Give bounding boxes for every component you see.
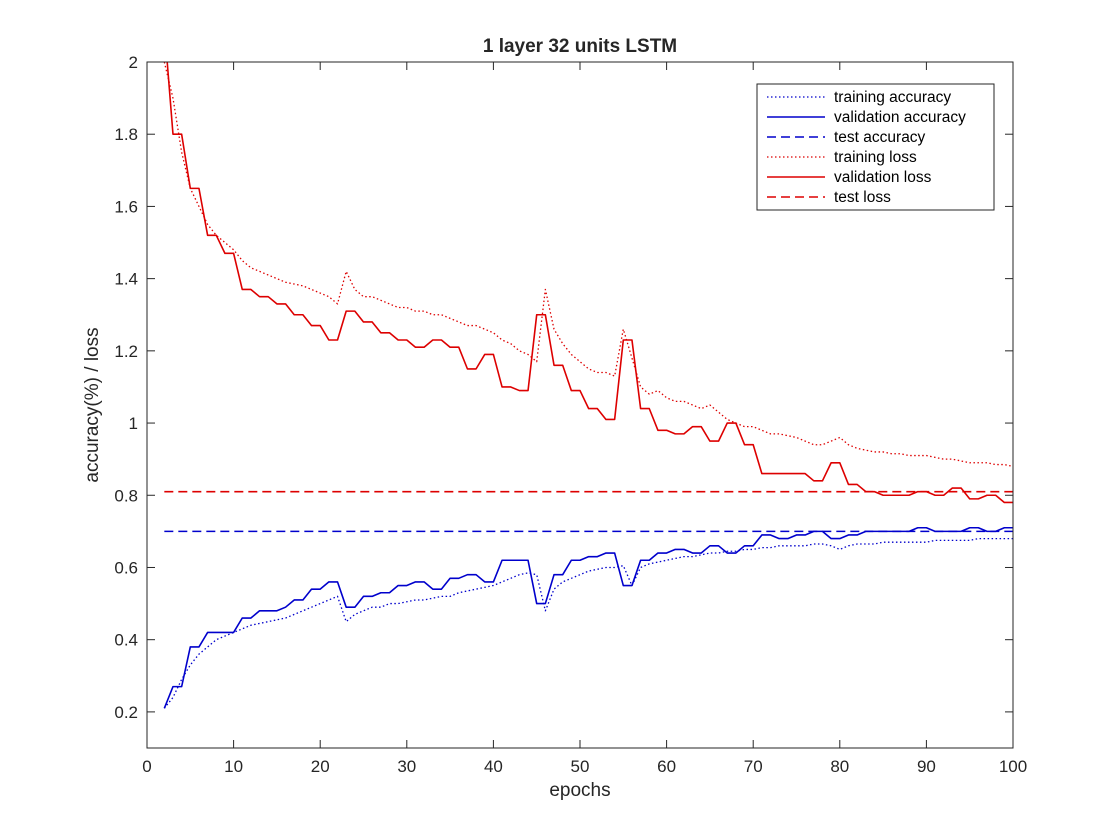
x-tick-label: 0: [142, 757, 151, 776]
x-axis-label: epochs: [549, 780, 610, 801]
y-tick-label: 2: [129, 53, 138, 72]
legend-entry-label: validation loss: [834, 169, 932, 186]
y-tick-label: 0.8: [114, 486, 138, 505]
x-tick-label: 80: [830, 757, 849, 776]
chart-title: 1 layer 32 units LSTM: [483, 36, 677, 57]
legend-entry-label: training accuracy: [834, 89, 951, 106]
x-tick-label: 40: [484, 757, 503, 776]
y-tick-label: 1: [129, 414, 138, 433]
y-tick-label: 0.6: [114, 558, 138, 577]
y-tick-label: 1.2: [114, 342, 138, 361]
axis-ticks: 0 10 20 30 40 50 60 70 80 90 100 0.2 0.4 0.6 0.8 1 1.2 1.…: [114, 53, 1027, 776]
legend-entry-label: test accuracy: [834, 129, 926, 146]
legend-entry-label: validation accuracy: [834, 109, 966, 126]
legend-entry-label: test loss: [834, 189, 891, 206]
y-tick-label: 1.4: [114, 270, 138, 289]
series-layer: [163, 62, 1013, 709]
series-line-training-loss: [163, 62, 1013, 468]
legend: training accuracy validation accuracy test…: [756, 83, 995, 211]
y-axis-label: accuracy(%) / loss: [82, 327, 103, 482]
x-tick-label: 20: [311, 757, 330, 776]
x-tick-label: 70: [744, 757, 763, 776]
x-tick-label: 30: [397, 757, 416, 776]
y-tick-label: 0.2: [114, 703, 138, 722]
x-tick-label: 10: [224, 757, 243, 776]
y-tick-label: 1.6: [114, 197, 138, 216]
x-tick-label: 90: [917, 757, 936, 776]
y-tick-label: 1.8: [114, 125, 138, 144]
legend-entry-label: training loss: [834, 149, 917, 166]
legend-box: [756, 83, 995, 211]
y-tick-label: 0.4: [114, 631, 138, 650]
x-tick-label: 60: [657, 757, 676, 776]
axes-frame: [146, 61, 1014, 749]
x-tick-label: 50: [571, 757, 590, 776]
x-tick-label: 100: [999, 757, 1027, 776]
